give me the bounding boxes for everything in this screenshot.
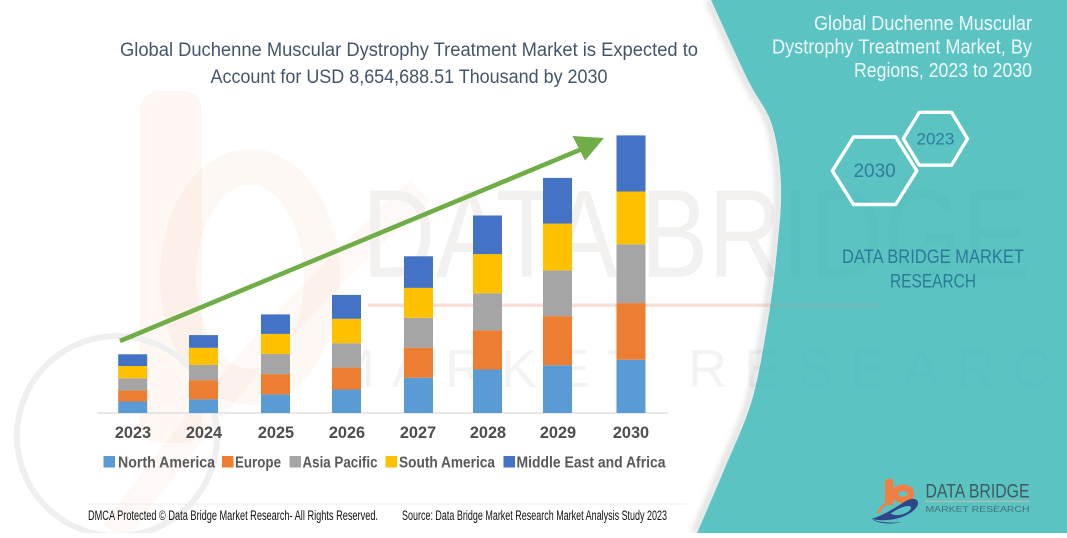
svg-text:Regions, 2023 to 2030: Regions, 2023 to 2030 [854, 59, 1032, 82]
svg-text:2025: 2025 [258, 424, 294, 442]
svg-text:Global Duchenne Muscular: Global Duchenne Muscular [814, 12, 1032, 35]
svg-text:2027: 2027 [400, 424, 436, 442]
svg-text:2023: 2023 [115, 424, 151, 442]
svg-text:2029: 2029 [540, 424, 576, 442]
svg-text:Europe: Europe [235, 455, 281, 472]
svg-text:2026: 2026 [329, 424, 365, 442]
svg-text:MARKET RESEARCH: MARKET RESEARCH [926, 505, 1030, 514]
svg-text:2028: 2028 [470, 424, 506, 442]
svg-text:2024: 2024 [186, 424, 222, 442]
svg-text:Middle East and Africa: Middle East and Africa [517, 455, 666, 472]
svg-text:2030: 2030 [613, 424, 649, 442]
svg-text:2030: 2030 [853, 161, 895, 182]
svg-text:DATA BRIDGE: DATA BRIDGE [926, 482, 1030, 503]
svg-text:Source: Data Bridge Market Res: Source: Data Bridge Market Research Mark… [402, 508, 667, 523]
svg-text:DATA BRIDGE MARKET: DATA BRIDGE MARKET [842, 246, 1024, 268]
svg-text:DMCA Protected © Data Bridge M: DMCA Protected © Data Bridge Market Rese… [88, 508, 378, 523]
svg-text:Account for USD 8,654,688.51 T: Account for USD 8,654,688.51 Thousand by… [211, 67, 608, 88]
svg-text:South America: South America [399, 455, 495, 472]
svg-text:Asia Pacific: Asia Pacific [303, 455, 378, 472]
svg-text:North America: North America [118, 455, 215, 472]
svg-text:2023: 2023 [916, 130, 954, 149]
svg-text:Global Duchenne Muscular Dystr: Global Duchenne Muscular Dystrophy Treat… [120, 40, 698, 61]
svg-text:RESEARCH: RESEARCH [890, 271, 976, 293]
svg-text:Dystrophy Treatment Market, By: Dystrophy Treatment Market, By [772, 35, 1033, 58]
